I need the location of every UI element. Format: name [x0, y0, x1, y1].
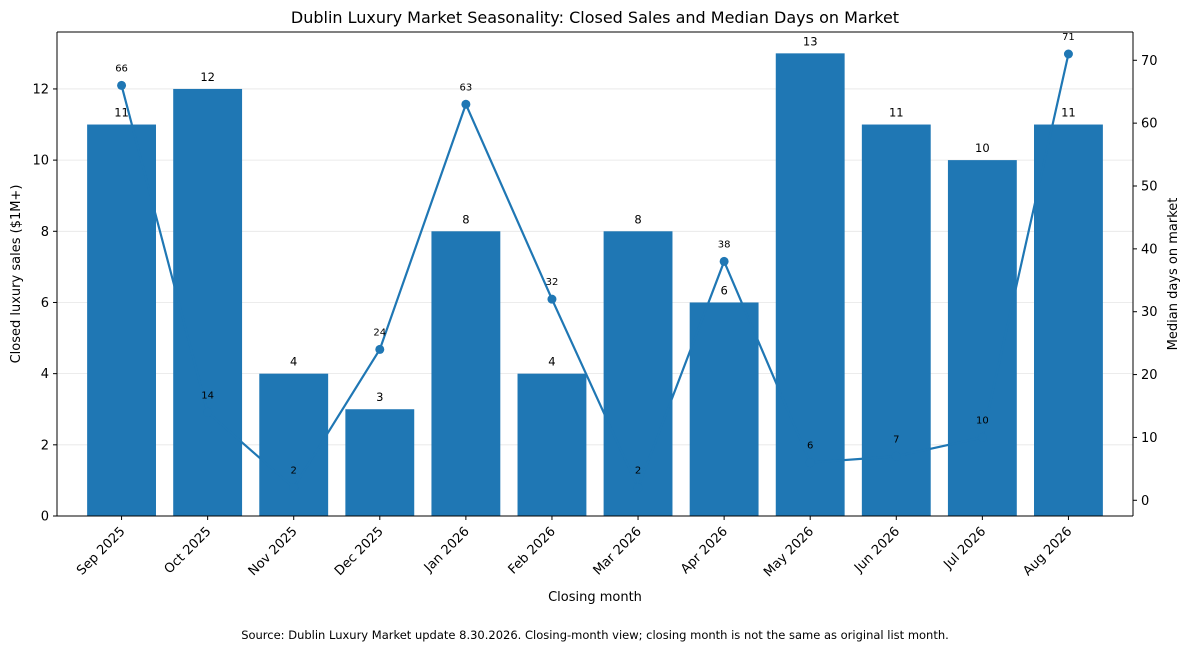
left-tick-label: 12 [32, 82, 49, 97]
left-tick-label: 4 [41, 367, 49, 382]
line-series [117, 49, 1073, 493]
line-point [977, 432, 987, 442]
bar-value-label: 8 [634, 212, 641, 226]
line-point [805, 458, 815, 468]
line-value-label: 14 [201, 390, 214, 401]
line-point [117, 80, 127, 90]
x-tick-label: Feb 2026 [506, 524, 559, 577]
line-value-label: 6 [807, 441, 813, 452]
left-tick-label: 0 [41, 510, 49, 525]
bar-value-label: 12 [200, 70, 215, 84]
bar-value-label: 10 [975, 141, 990, 155]
bar [173, 88, 243, 517]
bar [431, 231, 501, 516]
bar [259, 373, 329, 516]
x-tick-label: May 2026 [761, 524, 817, 580]
bar-value-label: 11 [889, 106, 904, 120]
x-tick-label: Aug 2026 [1020, 524, 1075, 579]
line-value-label: 32 [546, 277, 559, 288]
line-value-label: 66 [115, 63, 128, 74]
chart-title: Dublin Luxury Market Seasonality: Closed… [291, 8, 899, 27]
x-tick-label: Sep 2025 [74, 524, 128, 578]
left-y-axis-label: Closed luxury sales ($1M+) [9, 185, 24, 364]
line-value-label: 38 [718, 239, 731, 250]
right-tick-label: 50 [1141, 180, 1158, 195]
line-point [891, 451, 901, 461]
bar-value-label: 11 [1061, 106, 1076, 120]
right-tick-label: 60 [1141, 117, 1158, 132]
line-value-label: 7 [893, 434, 899, 445]
x-tick-label: Nov 2025 [246, 524, 301, 579]
bar-series [87, 53, 1103, 517]
x-tick-label: Mar 2026 [591, 524, 645, 578]
bar-value-label: 13 [803, 34, 818, 48]
right-tick-label: 40 [1141, 242, 1158, 257]
line-point [547, 294, 557, 304]
bar [345, 409, 415, 516]
line-point [461, 99, 471, 109]
line-point [289, 483, 299, 493]
line-point [375, 344, 385, 354]
x-axis-label: Closing month [548, 590, 642, 605]
right-tick-label: 20 [1141, 368, 1158, 383]
left-tick-label: 8 [41, 225, 49, 240]
bar-value-label: 3 [376, 390, 383, 404]
bar [775, 53, 845, 517]
line-value-label: 10 [976, 415, 989, 426]
bar-value-label: 6 [720, 283, 727, 297]
bar-value-label: 4 [290, 355, 297, 369]
bar [517, 373, 587, 516]
bar [947, 160, 1017, 516]
series-line [120, 53, 1070, 489]
line-point [203, 407, 213, 417]
source-footer: Source: Dublin Luxury Market update 8.30… [241, 628, 949, 642]
bar [87, 124, 156, 516]
bar-value-label: 4 [548, 355, 555, 369]
right-y-axis-label: Median days on market [1166, 198, 1181, 351]
line-value-label: 2 [291, 466, 297, 477]
right-tick-label: 0 [1141, 494, 1149, 509]
bar-value-label: 8 [462, 212, 469, 226]
x-tick-label: Dec 2025 [332, 524, 387, 579]
bar [1034, 124, 1103, 516]
left-tick-label: 10 [32, 154, 49, 169]
line-value-label: 71 [1062, 32, 1075, 43]
x-tick-label: Jun 2026 [851, 524, 903, 576]
bar [689, 302, 759, 516]
line-value-label: 63 [460, 82, 473, 93]
left-tick-label: 6 [41, 296, 49, 311]
right-tick-label: 10 [1141, 431, 1158, 446]
line-point [719, 256, 729, 266]
line-value-label: 24 [373, 327, 386, 338]
right-tick-label: 30 [1141, 305, 1158, 320]
bar [603, 231, 673, 516]
x-tick-label: Jan 2026 [421, 524, 473, 576]
x-tick-label: Jul 2026 [940, 524, 989, 573]
line-point [633, 483, 643, 493]
right-tick-label: 70 [1141, 54, 1158, 69]
bar-value-label: 11 [114, 106, 129, 120]
line-value-label: 2 [635, 466, 641, 477]
left-tick-label: 2 [41, 438, 49, 453]
line-point [1063, 49, 1073, 59]
x-tick-label: Oct 2025 [162, 524, 215, 577]
x-tick-label: Apr 2026 [678, 524, 731, 577]
